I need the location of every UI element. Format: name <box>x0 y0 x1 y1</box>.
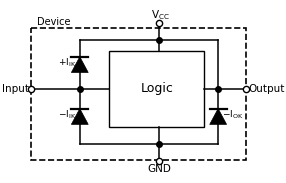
Bar <box>31 28 246 160</box>
Text: $+\mathregular{I_{IK}}$: $+\mathregular{I_{IK}}$ <box>58 57 76 69</box>
Text: $\mathrm{V_{CC}}$: $\mathrm{V_{CC}}$ <box>151 8 170 22</box>
Text: Device: Device <box>37 17 70 27</box>
Text: GND: GND <box>147 164 171 174</box>
Text: Input: Input <box>2 84 29 94</box>
Bar <box>109 51 204 127</box>
Polygon shape <box>72 109 88 124</box>
Text: $-\mathregular{I_{OK}}$: $-\mathregular{I_{OK}}$ <box>222 109 243 121</box>
Text: Output: Output <box>249 84 285 94</box>
Polygon shape <box>72 57 88 72</box>
Text: $-\mathregular{I_{IK}}$: $-\mathregular{I_{IK}}$ <box>58 109 76 121</box>
Polygon shape <box>210 109 227 124</box>
Text: Logic: Logic <box>140 82 173 95</box>
